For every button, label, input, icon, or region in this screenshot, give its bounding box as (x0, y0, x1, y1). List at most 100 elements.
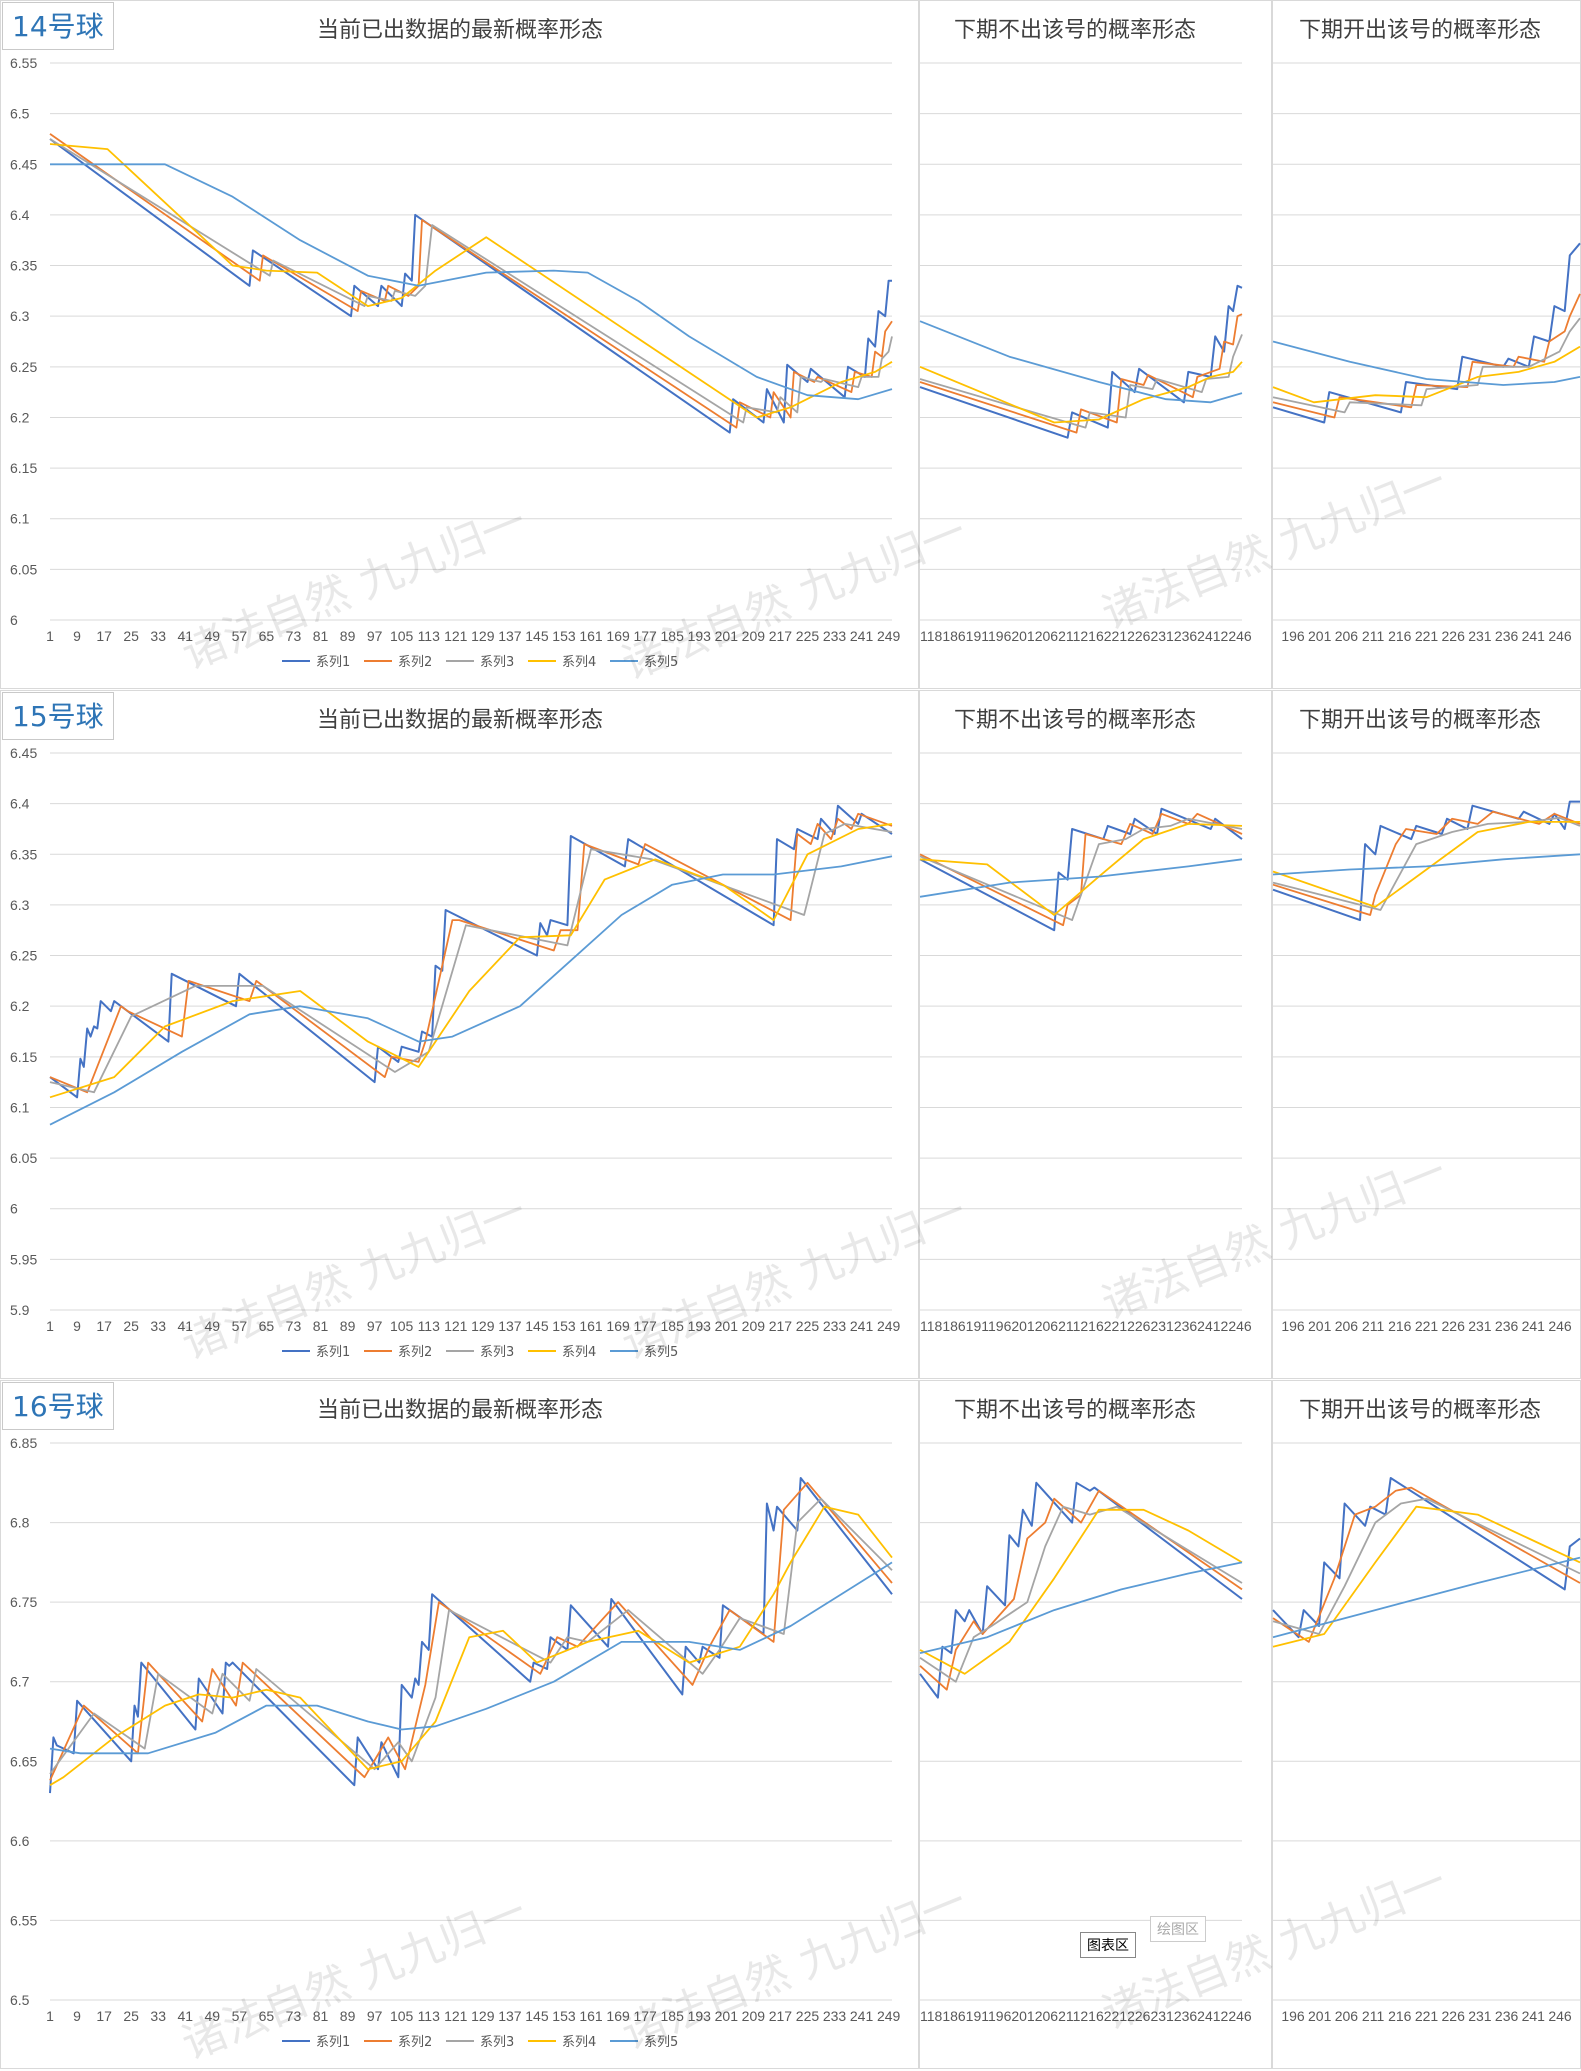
x-tick-label: 217 (769, 628, 793, 644)
x-tick-label: 137 (498, 2008, 522, 2024)
x-tick-label: 105 (390, 628, 414, 644)
x-tick-label: 73 (286, 1318, 302, 1334)
x-tick-label: 65 (259, 2008, 275, 2024)
chart-15号球-next-miss: 下期不出该号的概率形态 11818619119620120621121622122… (919, 690, 1272, 1379)
x-tick-label: 89 (340, 2008, 356, 2024)
y-tick-label: 6.3 (10, 897, 30, 913)
x-tick-label: 121 (444, 1318, 468, 1334)
x-tick-label: 1181861911962012062112162212262312362412… (920, 1318, 1252, 1334)
chart-frame (0, 690, 919, 1379)
x-tick-label: 246 (1548, 2008, 1572, 2024)
x-tick-label: 193 (688, 2008, 712, 2024)
x-tick-label: 57 (232, 628, 248, 644)
x-tick-label: 41 (177, 2008, 193, 2024)
x-tick-label: 185 (661, 2008, 685, 2024)
y-tick-label: 6.5 (10, 106, 30, 122)
x-tick-label: 113 (418, 628, 441, 644)
x-tick-label: 209 (742, 1318, 766, 1334)
y-tick-label: 6.6 (10, 1833, 30, 1849)
y-tick-label: 6.1 (10, 1099, 30, 1115)
chart-title: 下期开出该号的概率形态 (1299, 708, 1541, 733)
chart-title: 当前已出数据的最新概率形态 (317, 1398, 603, 1423)
x-tick-label: 153 (552, 1318, 576, 1334)
y-tick-label: 6.55 (10, 1912, 37, 1928)
series-line-3 (49, 138, 893, 424)
x-tick-label: 233 (823, 628, 847, 644)
y-tick-label: 6.45 (10, 745, 37, 761)
x-tick-label: 221 (1415, 2008, 1439, 2024)
chart-title: 下期不出该号的概率形态 (954, 18, 1196, 43)
y-tick-label: 6.35 (10, 258, 37, 274)
x-tick-label: 241 (850, 2008, 874, 2024)
ball-label-14: 14号球 (2, 2, 114, 50)
x-tick-label: 33 (150, 1318, 166, 1334)
x-tick-label: 33 (150, 2008, 166, 2024)
x-tick-label: 209 (742, 2008, 766, 2024)
series-line-2 (49, 812, 893, 1094)
y-tick-label: 6.4 (10, 207, 30, 223)
series-line-2 (919, 1489, 1243, 1691)
x-tick-label: 9 (73, 1318, 81, 1334)
x-tick-label: 201 (1308, 2008, 1332, 2024)
chart-title: 下期开出该号的概率形态 (1299, 1398, 1541, 1423)
x-tick-label: 201 (715, 2008, 739, 2024)
chart-title: 下期开出该号的概率形态 (1299, 18, 1541, 43)
x-tick-label: 57 (232, 1318, 248, 1334)
y-tick-label: 6.5 (10, 1992, 30, 2008)
legend-item-2: 系列2 (398, 655, 432, 670)
y-tick-label: 6.25 (10, 359, 37, 375)
x-tick-label: 249 (877, 628, 901, 644)
x-tick-label: 25 (123, 2008, 139, 2024)
series-line-4 (49, 823, 893, 1099)
x-tick-label: 217 (769, 1318, 793, 1334)
x-tick-label: 177 (633, 1318, 657, 1334)
x-tick-label: 65 (259, 628, 275, 644)
x-tick-label: 161 (579, 1318, 603, 1334)
x-tick-label: 193 (688, 1318, 712, 1334)
legend-item-1: 系列1 (316, 2035, 350, 2050)
y-tick-label: 6.75 (10, 1594, 37, 1610)
x-tick-label: 81 (313, 2008, 329, 2024)
legend-item-4: 系列4 (562, 655, 596, 670)
y-tick-label: 6.05 (10, 561, 37, 577)
x-tick-label: 241 (850, 628, 874, 644)
chart-frame (0, 0, 919, 689)
x-tick-label: 25 (123, 628, 139, 644)
y-tick-label: 6.65 (10, 1753, 37, 1769)
x-tick-label: 105 (390, 2008, 414, 2024)
x-tick-label: 49 (205, 628, 221, 644)
legend-item-2: 系列2 (398, 2035, 432, 2050)
x-tick-label: 81 (313, 628, 329, 644)
x-tick-label: 236 (1495, 628, 1519, 644)
x-tick-label: 1181861911962012062112162212262312362412… (920, 628, 1252, 644)
legend-item-3: 系列3 (480, 2035, 514, 2050)
y-tick-label: 6 (10, 612, 18, 628)
x-tick-label: 169 (606, 628, 630, 644)
x-tick-label: 153 (552, 2008, 576, 2024)
chart-frame (1272, 0, 1581, 689)
series-line-1 (49, 138, 892, 434)
chart-14号球-main: 当前已出数据的最新概率形态 6 6.05 6.1 6.15 6.2 6.25 6.3 6.35 6… (0, 0, 919, 689)
series-line-5 (50, 163, 893, 401)
x-tick-label: 216 (1388, 2008, 1412, 2024)
y-tick-label: 6.3 (10, 308, 30, 324)
x-tick-label: 145 (525, 2008, 549, 2024)
series-line-5 (919, 1561, 1243, 1654)
x-tick-label: 201 (715, 1318, 739, 1334)
x-tick-label: 196 (1281, 1318, 1305, 1334)
x-tick-label: 97 (367, 2008, 383, 2024)
series-line-2 (49, 1481, 893, 1781)
y-tick-label: 6.2 (10, 409, 30, 425)
series-line-5 (1272, 1556, 1581, 1639)
x-tick-label: 196 (1281, 2008, 1305, 2024)
x-tick-label: 206 (1335, 628, 1359, 644)
series-line-5 (1272, 340, 1581, 386)
legend-item-5: 系列5 (644, 1345, 678, 1360)
x-tick-label: 65 (259, 1318, 275, 1334)
x-tick-label: 249 (877, 2008, 901, 2024)
legend-item-4: 系列4 (562, 2035, 596, 2050)
y-tick-label: 6.55 (10, 55, 37, 71)
series-line-2 (919, 812, 1243, 927)
